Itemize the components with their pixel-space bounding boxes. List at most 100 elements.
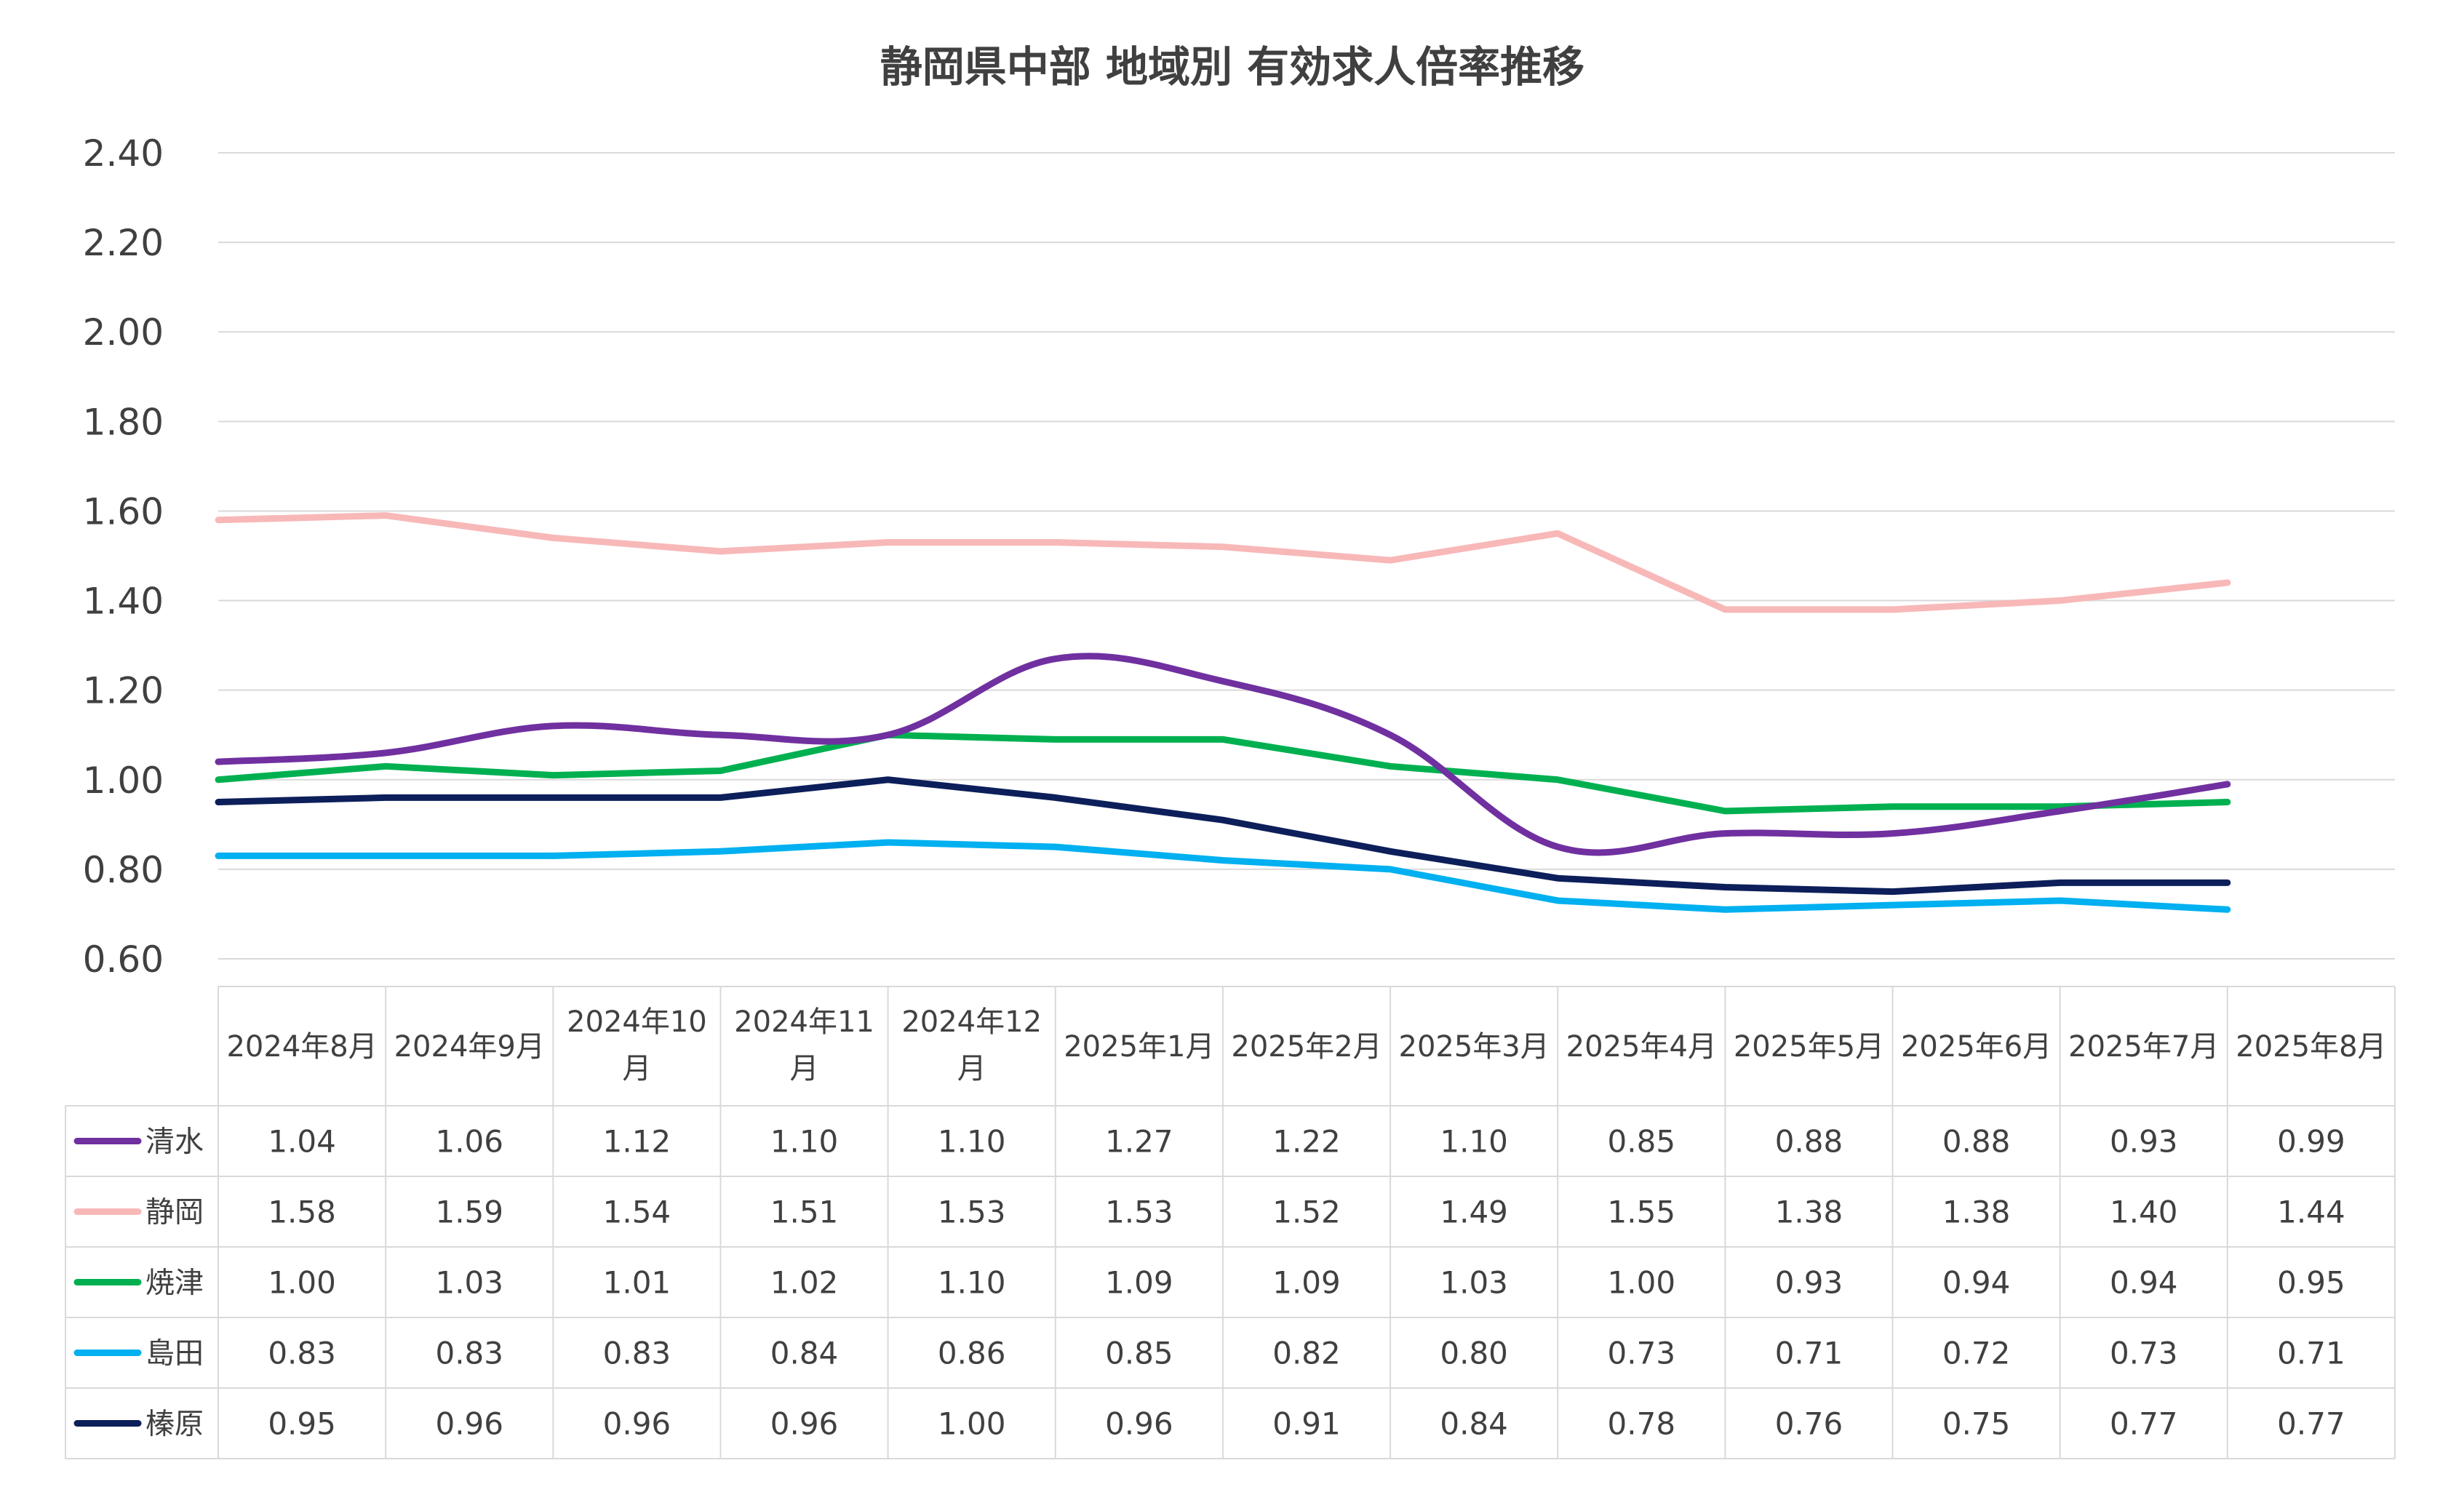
data-value-label: 0.96 xyxy=(603,1406,671,1442)
data-value-label: 1.10 xyxy=(938,1265,1006,1301)
data-value-label: 0.76 xyxy=(1775,1406,1843,1442)
data-value-label: 1.58 xyxy=(268,1195,336,1230)
data-value-label: 0.96 xyxy=(770,1406,839,1442)
data-value-label: 1.00 xyxy=(268,1265,336,1301)
category-label: 2025年2月 xyxy=(1231,1030,1381,1064)
category-label: 2025年6月 xyxy=(1901,1030,2052,1064)
data-value-label: 1.00 xyxy=(1608,1265,1676,1301)
data-value-label: 0.84 xyxy=(1440,1406,1508,1442)
category-label: 2024年8月 xyxy=(226,1030,377,1064)
y-tick-label: 1.40 xyxy=(83,581,164,623)
category-label-continued: 月 xyxy=(622,1052,651,1085)
data-value-label: 0.72 xyxy=(1942,1336,2011,1371)
data-value-label: 0.77 xyxy=(2277,1406,2345,1442)
data-value-label: 1.10 xyxy=(1440,1124,1508,1160)
category-label: 2024年11 xyxy=(734,1005,874,1039)
data-value-label: 0.85 xyxy=(1608,1124,1676,1160)
data-value-label: 1.40 xyxy=(2110,1195,2178,1230)
category-label-continued: 月 xyxy=(957,1052,986,1085)
series-line-清水 xyxy=(215,653,2231,856)
legend-label: 島田 xyxy=(145,1337,204,1371)
data-value-label: 0.83 xyxy=(268,1336,336,1371)
data-value-label: 1.27 xyxy=(1105,1124,1173,1160)
data-value-label: 1.12 xyxy=(603,1124,671,1160)
legend-label: 焼津 xyxy=(145,1267,204,1300)
legend-label: 清水 xyxy=(145,1125,204,1159)
data-value-label: 1.06 xyxy=(435,1124,503,1160)
data-value-label: 1.49 xyxy=(1440,1195,1508,1230)
series-lines xyxy=(215,512,2231,913)
data-value-label: 0.99 xyxy=(2277,1124,2345,1160)
y-tick-label: 0.80 xyxy=(83,849,164,891)
category-label: 2025年4月 xyxy=(1566,1030,1717,1064)
category-label: 2024年10 xyxy=(567,1005,707,1039)
data-value-label: 1.38 xyxy=(1775,1195,1843,1230)
y-tick-label: 2.20 xyxy=(83,222,164,264)
series-line-焼津 xyxy=(215,731,2231,815)
data-value-label: 0.84 xyxy=(770,1336,839,1371)
series-line-島田 xyxy=(215,839,2231,913)
data-value-label: 0.83 xyxy=(603,1336,671,1371)
data-value-label: 1.22 xyxy=(1272,1124,1341,1160)
category-label: 2025年5月 xyxy=(1734,1030,1884,1064)
data-value-label: 0.86 xyxy=(938,1336,1006,1371)
data-value-label: 0.85 xyxy=(1105,1336,1173,1371)
data-value-label: 1.55 xyxy=(1608,1195,1676,1230)
data-value-label: 1.09 xyxy=(1105,1265,1173,1301)
data-value-label: 0.73 xyxy=(1608,1336,1676,1371)
data-value-label: 1.51 xyxy=(770,1195,839,1230)
data-value-label: 0.71 xyxy=(1775,1336,1843,1371)
data-value-label: 1.09 xyxy=(1272,1265,1341,1301)
category-label: 2025年1月 xyxy=(1064,1030,1214,1064)
data-value-label: 0.93 xyxy=(2110,1124,2178,1160)
data-value-label: 1.52 xyxy=(1272,1195,1341,1230)
data-value-label: 0.96 xyxy=(1105,1406,1173,1442)
data-value-label: 0.88 xyxy=(1942,1124,2011,1160)
category-label: 2025年8月 xyxy=(2236,1030,2386,1064)
data-value-label: 1.03 xyxy=(1440,1265,1508,1301)
data-value-label: 1.00 xyxy=(938,1406,1006,1442)
data-value-label: 1.53 xyxy=(938,1195,1006,1230)
chart-title: 静岡県中部 地域別 有効求人倍率推移 xyxy=(880,42,1584,92)
data-value-label: 0.94 xyxy=(2110,1265,2178,1301)
y-tick-label: 1.80 xyxy=(83,401,164,443)
data-value-label: 0.95 xyxy=(2277,1265,2345,1301)
y-tick-label: 2.00 xyxy=(83,311,164,354)
data-value-label: 0.71 xyxy=(2277,1336,2345,1371)
data-value-label: 1.59 xyxy=(435,1195,503,1230)
data-value-label: 0.78 xyxy=(1608,1406,1676,1442)
data-value-label: 0.93 xyxy=(1775,1265,1843,1301)
category-label: 2025年3月 xyxy=(1399,1030,1550,1064)
data-value-label: 0.82 xyxy=(1272,1336,1341,1371)
data-value-label: 0.83 xyxy=(435,1336,503,1371)
category-label: 2024年12 xyxy=(901,1005,1042,1039)
series-line-榛原 xyxy=(215,776,2231,896)
data-value-label: 0.77 xyxy=(2110,1406,2178,1442)
y-tick-label: 1.60 xyxy=(83,490,164,533)
y-tick-label: 1.20 xyxy=(83,670,164,712)
data-value-label: 1.44 xyxy=(2277,1195,2345,1230)
legend-label: 榛原 xyxy=(145,1408,204,1441)
data-value-label: 0.75 xyxy=(1942,1406,2011,1442)
data-value-label: 0.73 xyxy=(2110,1336,2178,1371)
data-value-label: 0.80 xyxy=(1440,1336,1508,1371)
y-tick-label: 2.40 xyxy=(83,132,164,175)
data-value-label: 0.96 xyxy=(435,1406,503,1442)
data-value-label: 1.53 xyxy=(1105,1195,1173,1230)
data-value-label: 1.01 xyxy=(603,1265,671,1301)
data-value-label: 0.95 xyxy=(268,1406,336,1442)
legend-label: 静岡 xyxy=(145,1196,204,1229)
data-value-label: 1.10 xyxy=(770,1124,839,1160)
category-label: 2024年9月 xyxy=(394,1030,545,1064)
data-value-label: 1.54 xyxy=(603,1195,671,1230)
y-tick-label: 1.00 xyxy=(83,760,164,802)
series-line-静岡 xyxy=(215,512,2231,613)
y-tick-label: 0.60 xyxy=(83,938,164,981)
data-value-label: 1.02 xyxy=(770,1265,839,1301)
category-label: 2025年7月 xyxy=(2068,1030,2219,1064)
data-value-label: 1.04 xyxy=(268,1124,336,1160)
data-value-label: 1.03 xyxy=(435,1265,503,1301)
category-label-continued: 月 xyxy=(790,1052,819,1085)
